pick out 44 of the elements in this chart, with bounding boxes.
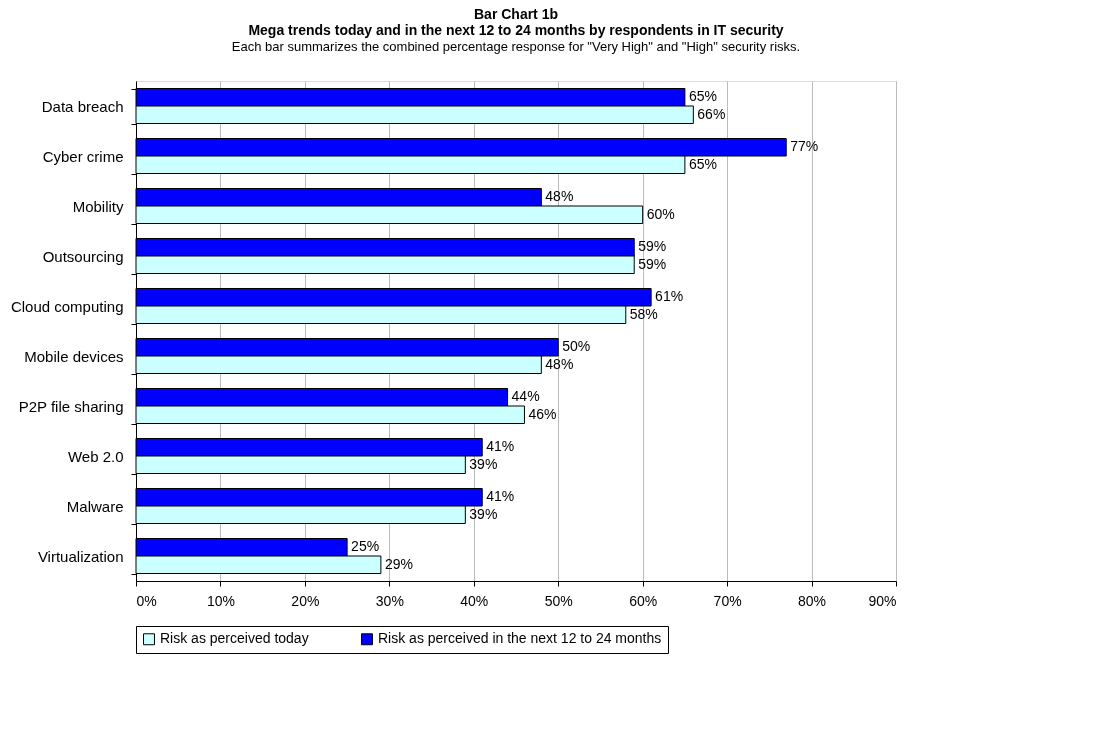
data-label: 48% [545,355,574,372]
x-tick-label: 60% [629,592,658,609]
data-label: 77% [790,138,819,155]
data-label: 59% [638,255,667,272]
y-tick-label: Malware [66,497,124,515]
x-tick-label: 50% [544,592,573,609]
y-tick-label: Mobility [72,197,124,215]
x-tick-label: 30% [375,592,404,609]
data-label: 50% [562,338,591,355]
x-tick-label: 20% [291,592,320,609]
data-label: 41% [486,438,515,455]
x-tick-label: 10% [206,592,235,609]
data-label: 39% [469,505,498,522]
data-label: 44% [511,388,540,405]
data-label: 59% [638,238,667,255]
y-tick-label: Cyber crime [42,147,124,165]
data-label: 41% [486,488,515,505]
x-tick-label: 90% [868,592,897,609]
y-tick-label: Outsourcing [42,247,124,265]
x-tick-label: 80% [798,592,827,609]
y-tick-label: Mobile devices [24,347,124,365]
data-label: 46% [528,405,557,422]
legend-label: Risk as perceived in the next 12 to 24 months [378,630,662,647]
x-tick-label: 40% [460,592,489,609]
data-label: 25% [351,538,380,555]
y-tick-label: P2P file sharing [18,397,124,415]
y-tick-label: Cloud computing [10,297,124,315]
data-label: 60% [646,205,675,222]
data-label: 29% [384,555,413,572]
chart-title: Bar Chart 1b Mega trends today and in the next 12 to 24 months by respondents in IT security [248,6,784,38]
data-label: 66% [697,105,726,122]
x-tick-label: 0% [136,592,157,609]
y-tick-label: Web 2.0 [67,447,124,465]
data-label: 65% [688,155,717,172]
data-label: 65% [688,88,717,105]
legend-label: Risk as perceived today [160,630,309,647]
chart-subtitle: Each bar summarizes the combined percentage response for "Very High" and "High" security risks. [231,39,801,54]
data-label: 58% [629,305,658,322]
data-label: 39% [469,455,498,472]
data-label: 48% [545,188,574,205]
data-label: 61% [655,288,684,305]
y-tick-label: Data breach [41,97,124,115]
x-tick-label: 70% [713,592,742,609]
y-tick-label: Virtualization [37,547,124,565]
